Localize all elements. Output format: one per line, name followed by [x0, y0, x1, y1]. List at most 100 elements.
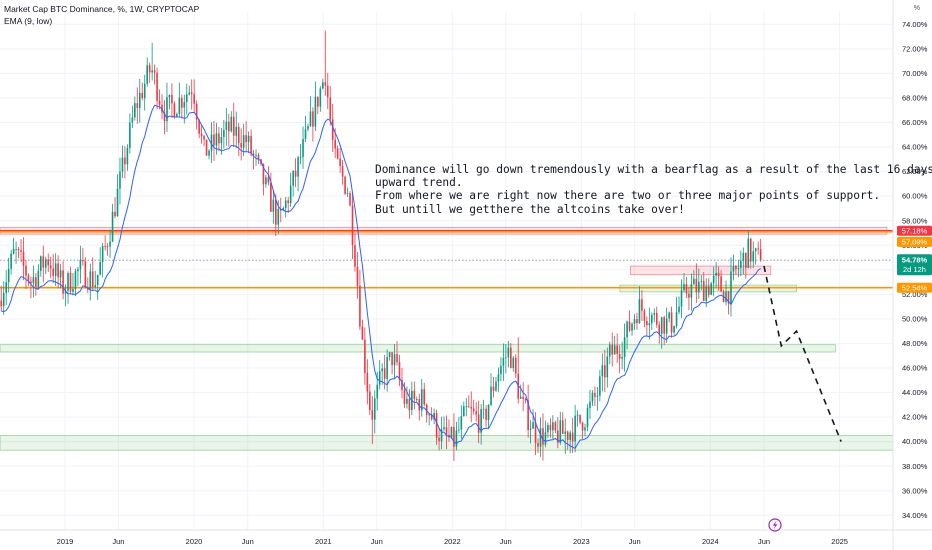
countdown-label: 2d 12h — [903, 265, 926, 274]
candle-body — [544, 432, 547, 445]
x-axis[interactable]: 2019 Jun 2020 Jun 2021 Jun 2022 Jun 2023 Jun 2024 J… — [0, 529, 932, 546]
candle-body — [440, 429, 443, 442]
candle-body — [651, 314, 653, 324]
candle-body — [678, 306, 680, 313]
candle-body — [660, 317, 663, 334]
price-badge — [897, 282, 932, 293]
candle-body — [59, 270, 62, 278]
candle-body — [512, 357, 515, 368]
candle-body — [423, 389, 426, 405]
candle-body — [119, 171, 121, 189]
candle-body — [759, 249, 762, 261]
y-tick-label: 48.00% — [902, 339, 928, 348]
candle-body — [428, 414, 430, 416]
candle-body — [737, 268, 740, 270]
candle-body — [183, 101, 186, 108]
y-tick-label: 62.00% — [902, 167, 928, 176]
candle-body — [740, 260, 742, 269]
candle-body — [245, 135, 247, 143]
projection-dashed-line — [763, 265, 842, 442]
candle-body — [193, 94, 195, 104]
candle-body — [611, 344, 614, 355]
candle-body — [557, 430, 559, 443]
lightning-logo — [768, 518, 782, 532]
candle-body — [675, 312, 678, 327]
candle-body — [589, 401, 591, 409]
candle-body — [383, 368, 386, 379]
candle-body — [401, 379, 403, 391]
candle-body — [482, 408, 485, 410]
candle-body — [12, 249, 15, 254]
candle-body — [364, 339, 366, 373]
candle-body — [282, 208, 285, 211]
x-tick-label: Jun — [629, 537, 641, 546]
candle-body — [537, 443, 539, 447]
candle-body — [693, 278, 695, 285]
candle-body — [267, 177, 270, 183]
y-tick-label: 60.00% — [902, 192, 928, 201]
candle-body — [698, 281, 700, 293]
candle-body — [450, 427, 453, 438]
y-tick-label: 52.00% — [902, 290, 928, 299]
candle-body — [376, 384, 379, 399]
price-badge-label: 57.18% — [902, 226, 928, 235]
candle-body — [433, 412, 435, 420]
y-tick-label: 34.00% — [902, 511, 928, 520]
candle-body — [289, 185, 292, 204]
candle-body — [47, 259, 50, 266]
candle-body — [653, 312, 656, 315]
chart-title: Market Cap BTC Dominance, %, 1W, CRYPTOC… — [4, 4, 200, 14]
x-tick-label: 2019 — [57, 537, 74, 546]
candle-body — [621, 356, 623, 359]
candle-body — [487, 404, 490, 421]
candle-body — [388, 352, 391, 357]
candle-body — [27, 275, 30, 282]
candle-body — [369, 391, 371, 411]
candle-body — [576, 414, 579, 416]
y-tick-label: 74.00% — [902, 20, 928, 29]
candle-body — [37, 270, 40, 287]
candle-body — [354, 245, 356, 267]
candle-body — [200, 133, 203, 137]
candle-body — [547, 424, 549, 433]
candle-body — [596, 395, 599, 397]
candle-body — [213, 134, 215, 146]
candle-body — [344, 176, 346, 194]
candle-body — [252, 153, 255, 156]
candle-body — [319, 88, 322, 107]
candle-body — [490, 386, 492, 405]
candle-body — [218, 133, 220, 144]
candle-body — [673, 326, 675, 333]
candle-body — [467, 406, 470, 408]
candle-body — [534, 422, 537, 444]
candle-body — [208, 150, 210, 156]
candle-body — [74, 271, 77, 289]
candle-body — [104, 246, 106, 247]
y-tick-label: 66.00% — [902, 118, 928, 127]
candle-body — [326, 85, 329, 98]
candle-body — [163, 112, 166, 122]
grid-lines — [0, 12, 893, 530]
candle-body — [136, 103, 139, 108]
candle-body — [532, 422, 534, 429]
candle-body — [524, 398, 527, 401]
x-tick-label: 2023 — [573, 537, 590, 546]
candle-body — [69, 273, 72, 292]
candle-body — [141, 92, 144, 99]
x-tick-label: 2021 — [315, 537, 332, 546]
candle-body — [715, 272, 717, 276]
y-tick-label: 72.00% — [902, 44, 928, 53]
candle-body — [554, 422, 557, 431]
candle-body — [705, 286, 708, 301]
candle-body — [631, 323, 633, 331]
price-badge — [897, 225, 932, 236]
candle-body — [205, 139, 208, 156]
candle-body — [324, 82, 327, 86]
candle-body — [566, 431, 569, 440]
candle-body — [460, 416, 463, 430]
candle-body — [586, 408, 589, 428]
candle-body — [495, 381, 497, 391]
candle-body — [294, 170, 297, 177]
candle-body — [519, 396, 522, 399]
